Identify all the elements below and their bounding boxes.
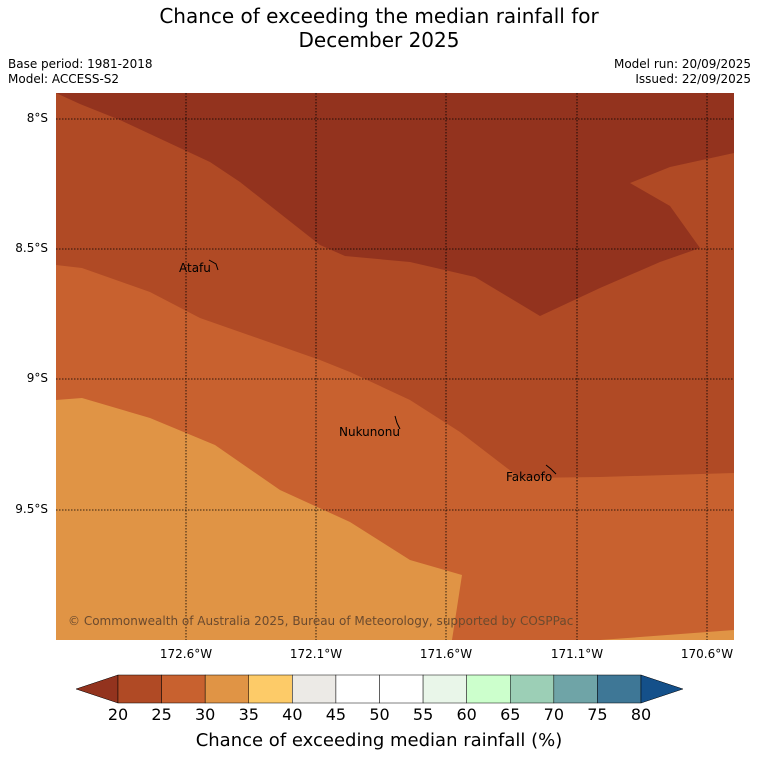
colorbar-tick-label: 35 — [238, 705, 259, 724]
colorbar-tick-label: 20 — [107, 705, 129, 724]
grid-lines — [56, 93, 734, 640]
colorbar-cell — [553, 674, 598, 704]
region-30-35 — [56, 398, 462, 640]
colorbar-cell — [204, 674, 250, 704]
colorbar-cell — [161, 674, 206, 704]
colorbar-cell — [335, 674, 380, 704]
colorbar-tick-label: 80 — [630, 705, 652, 724]
nukunonu-island — [394, 415, 401, 430]
region-30-35-corner — [600, 630, 734, 640]
colorbar-tick-label: 60 — [456, 705, 477, 724]
colorbar-tick-label: 40 — [282, 705, 303, 724]
meta-right: Model run: 20/09/2025 Issued: 22/09/2025 — [614, 57, 751, 87]
colorbar-tick-label: 45 — [325, 705, 347, 724]
colorbar-tick-label: 75 — [587, 705, 608, 724]
model-run: Model run: 20/09/2025 — [613, 57, 751, 71]
colorbar-cell — [466, 674, 511, 704]
place-nukunonu: Nukunonu — [339, 425, 400, 439]
map-title: Chance of exceeding the median rainfall … — [0, 4, 758, 52]
lon-label-172-6w: 172.6°W — [159, 647, 213, 661]
lon-label-171-1w: 171.1°W — [550, 647, 604, 661]
lat-label-8-5s: 8.5°S — [15, 241, 48, 255]
atafu-island — [208, 259, 219, 271]
copyright-notice: © Commonwealth of Australia 2025, Bureau… — [68, 614, 574, 628]
place-atafu: Atafu — [179, 261, 211, 275]
colorbar-tick-label: 50 — [369, 705, 390, 724]
colorbar-cell — [510, 674, 555, 704]
colorbar-cell — [248, 674, 293, 704]
colorbar-tick-label: 30 — [194, 705, 216, 724]
colorbar-tick-label: 65 — [500, 705, 521, 724]
place-fakaofo: Fakaofo — [506, 470, 553, 484]
colorbar-cell — [597, 674, 642, 704]
model-name: Model: ACCESS-S2 — [8, 72, 120, 86]
issued-date: Issued: 22/09/2025 — [635, 72, 751, 86]
colorbar-cells — [117, 674, 642, 704]
colorbar-tick-label: 55 — [412, 705, 434, 724]
colorbar-cell — [117, 674, 162, 704]
colorbar-tick-label: 25 — [151, 705, 172, 724]
meta-left: Base period: 1981-2018 Model: ACCESS-S2 — [8, 57, 153, 87]
colorbar-over-arrow — [640, 674, 684, 704]
lat-label-9s: 9°S — [26, 371, 48, 385]
lat-label-8s: 8°S — [26, 111, 48, 125]
colorbar-cell — [422, 674, 467, 704]
lon-label-171-6w: 171.6°W — [419, 647, 473, 661]
lat-label-9-5s: 9.5°S — [15, 502, 48, 516]
title-line-2: December 2025 — [298, 28, 460, 52]
lon-label-170-6w: 170.6°W — [680, 647, 734, 661]
colorbar-under-arrow — [75, 674, 119, 704]
fakaofo-island — [545, 464, 557, 475]
colorbar-cell — [292, 674, 337, 704]
map-regions — [56, 93, 734, 640]
island-outlines — [208, 259, 557, 475]
lon-label-172-1w: 172.1°W — [289, 647, 343, 661]
colorbar-title: Chance of exceeding median rainfall (%) — [195, 730, 563, 751]
title-line-1: Chance of exceeding the median rainfall … — [159, 4, 599, 28]
colorbar-cell — [379, 674, 424, 704]
colorbar-tick-label: 70 — [543, 705, 564, 724]
base-period: Base period: 1981-2018 — [8, 57, 153, 71]
